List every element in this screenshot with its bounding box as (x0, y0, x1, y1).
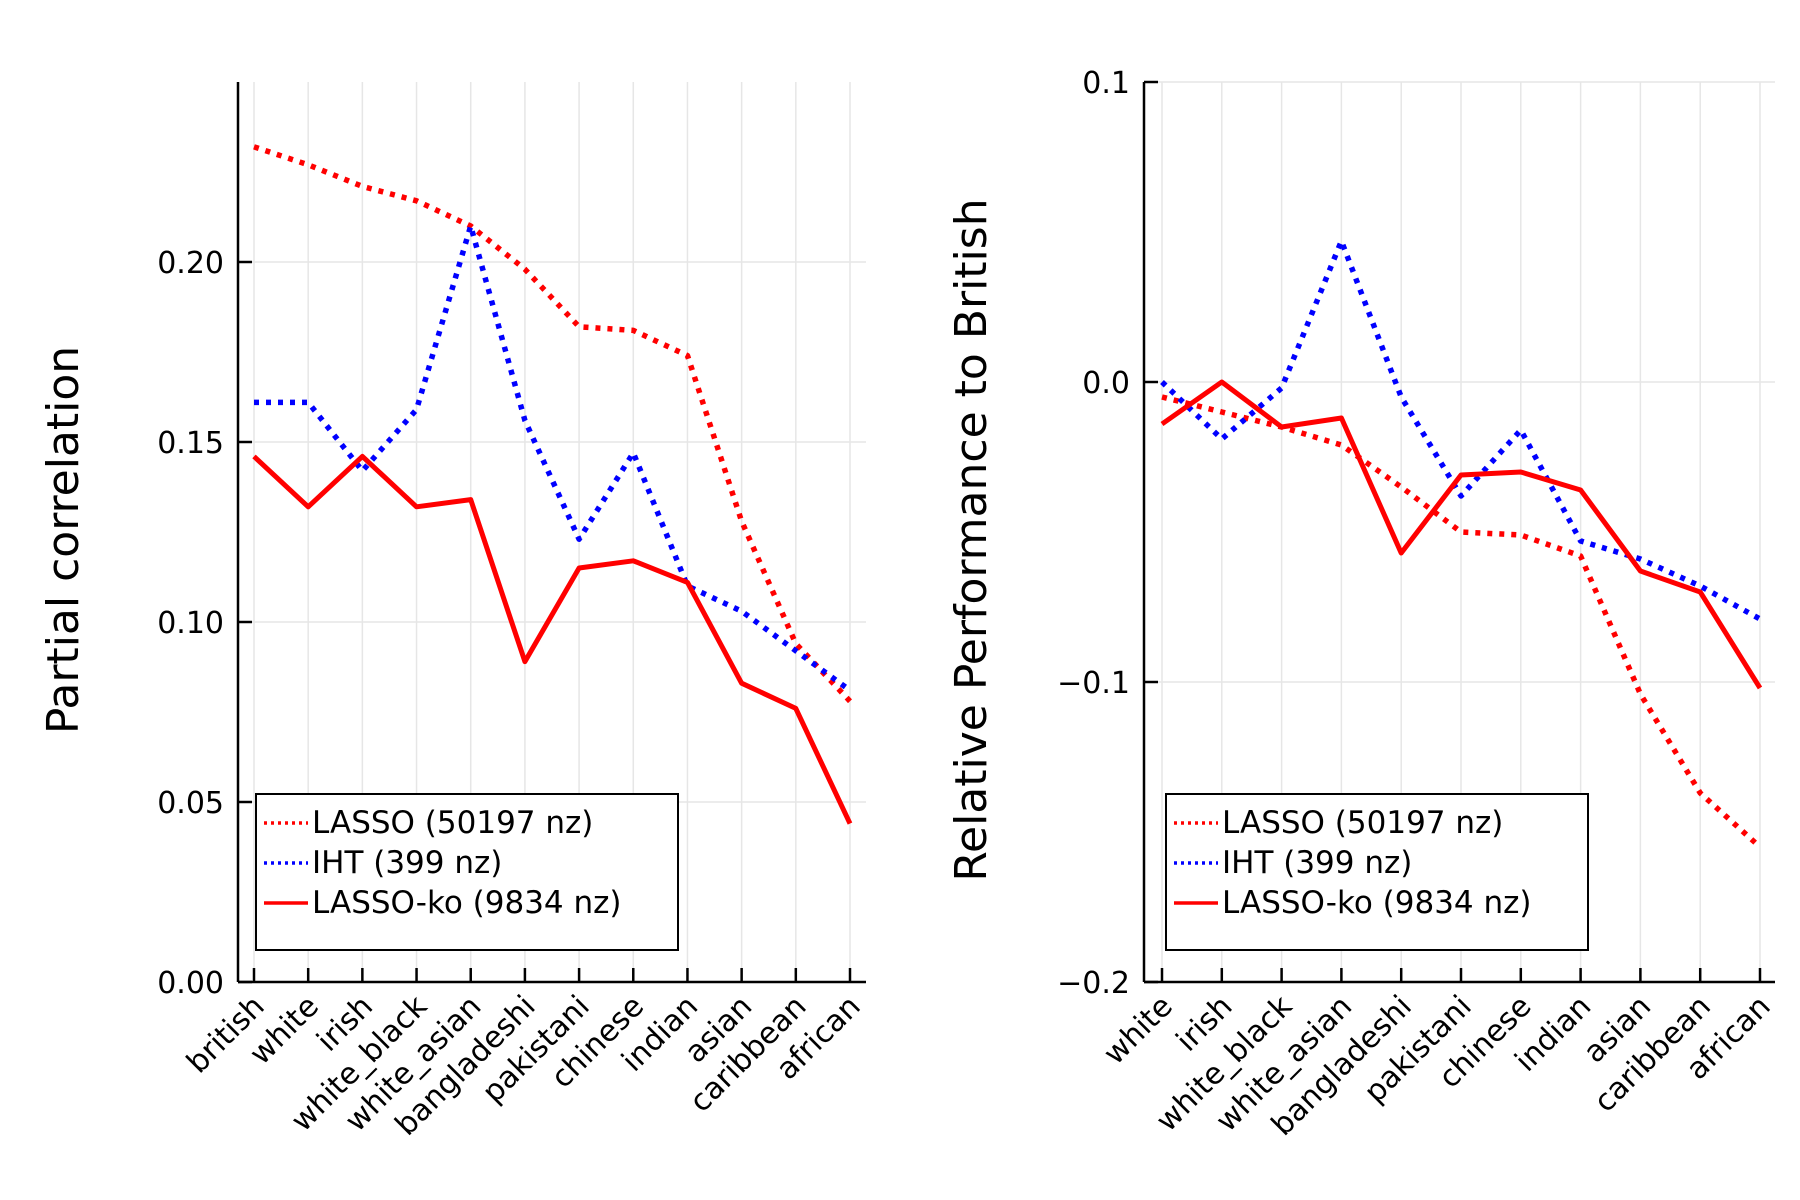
series-line-lasso-ko-9834-nz (252, 453, 853, 825)
data-point-2-white-asian (469, 498, 473, 502)
data-point-1-irish (1220, 437, 1224, 441)
data-point-0-asian (740, 519, 744, 523)
data-point-1-british (252, 400, 256, 404)
data-point-1-caribbean (1698, 584, 1702, 588)
data-point-0-bangladeshi (523, 267, 527, 271)
data-point-1-chinese (1519, 428, 1523, 432)
y-tick-label-1: −0.1 (1057, 666, 1130, 701)
data-point-0-african (1758, 845, 1762, 849)
data-point-1-african (1758, 617, 1762, 621)
legend-label-iht-399-nz: IHT (399 nz) (1222, 845, 1412, 881)
data-point-2-pakistani (1459, 473, 1463, 477)
data-point-0-white (306, 163, 310, 167)
data-point-0-asian (1638, 692, 1642, 696)
data-point-0-pakistani (577, 325, 581, 329)
data-point-1-bangladeshi (523, 418, 527, 422)
legend-label-lasso-ko-9834-nz: LASSO-ko (9834 nz) (312, 885, 622, 921)
data-point-2-bangladeshi (523, 660, 527, 664)
y-tick-label-3: 0.15 (157, 426, 224, 461)
y-tick-label-4: 0.20 (157, 246, 224, 281)
y-tick-label-3: 0.1 (1082, 66, 1130, 101)
data-point-2-indian (685, 580, 689, 584)
data-point-0-irish (360, 184, 364, 188)
data-point-0-white-asian (1339, 443, 1343, 447)
data-point-2-white-asian (1339, 416, 1343, 420)
data-point-0-british (252, 145, 256, 149)
data-point-2-british (252, 454, 256, 458)
data-point-1-caribbean (794, 649, 798, 653)
y-axis-label: Relative Performance to British (946, 198, 997, 881)
data-point-1-chinese (631, 451, 635, 455)
data-point-2-pakistani (577, 566, 581, 570)
data-point-0-chinese (1519, 533, 1523, 537)
legend-label-lasso-50197-nz: LASSO (50197 nz) (312, 805, 593, 841)
y-tick-label-1: 0.05 (157, 786, 224, 821)
data-point-0-pakistani (1459, 530, 1463, 534)
data-point-2-white (1160, 422, 1164, 426)
data-point-1-pakistani (577, 537, 581, 541)
series-line-lasso-50197-nz (253, 144, 853, 704)
data-point-0-caribbean (1698, 791, 1702, 795)
series-line-lasso-ko-9834-nz (1160, 379, 1763, 690)
data-point-0-bangladeshi (1399, 485, 1403, 489)
data-point-0-indian (685, 354, 689, 358)
data-point-0-african (848, 699, 852, 703)
data-point-0-white-black (415, 199, 419, 203)
y-tick-label-0: 0.00 (157, 966, 224, 1001)
data-point-0-white (1160, 395, 1164, 399)
data-point-0-indian (1579, 554, 1583, 558)
data-point-2-chinese (631, 559, 635, 563)
data-point-2-caribbean (1698, 590, 1702, 594)
data-point-2-african (848, 822, 852, 826)
data-point-0-chinese (631, 328, 635, 332)
data-point-0-caribbean (794, 642, 798, 646)
data-point-0-irish (1220, 410, 1224, 414)
data-point-2-white (306, 505, 310, 509)
data-point-2-white-black (415, 505, 419, 509)
data-point-1-indian (1579, 539, 1583, 543)
data-point-2-chinese (1519, 470, 1523, 474)
data-point-2-caribbean (794, 706, 798, 710)
legend-label-lasso-50197-nz: LASSO (50197 nz) (1222, 805, 1503, 841)
data-point-1-white-asian (469, 224, 473, 228)
y-tick-label-2: 0.0 (1082, 366, 1130, 401)
data-point-1-white (306, 400, 310, 404)
data-point-2-white-black (1280, 425, 1284, 429)
data-point-1-african (848, 688, 852, 692)
data-point-1-irish (360, 469, 364, 473)
data-point-2-asian (740, 681, 744, 685)
legend: LASSO (50197 nz) IHT (399 nz) LASSO-ko (98… (255, 793, 679, 951)
data-point-2-irish (360, 454, 364, 458)
y-axis-label: Partial correlation (38, 346, 89, 734)
legend-label-iht-399-nz: IHT (399 nz) (312, 845, 502, 881)
grid (238, 82, 866, 983)
data-point-1-bangladeshi (1399, 395, 1403, 399)
y-tick-label-2: 0.10 (157, 606, 224, 641)
data-point-1-white-black (1280, 386, 1284, 390)
data-point-1-asian (1638, 557, 1642, 561)
legend-box (255, 793, 679, 951)
legend-box (1165, 793, 1589, 951)
data-point-1-asian (740, 609, 744, 613)
legend: LASSO (50197 nz) IHT (399 nz) LASSO-ko (98… (1165, 793, 1589, 951)
left-chart-partial-correlation: 0.000.050.100.150.20britishwhiteirishwhi… (38, 82, 868, 1143)
data-point-1-white-black (415, 408, 419, 412)
data-point-1-pakistani (1459, 494, 1463, 498)
data-point-2-bangladeshi (1399, 551, 1403, 555)
data-point-2-african (1758, 686, 1762, 690)
series-line-iht-399-nz (1160, 238, 1762, 622)
legend-label-lasso-ko-9834-nz: LASSO-ko (9834 nz) (1222, 885, 1532, 921)
data-point-2-asian (1638, 569, 1642, 573)
data-point-2-irish (1220, 380, 1224, 384)
data-point-1-white (1160, 380, 1164, 384)
y-tick-label-0: −0.2 (1057, 966, 1130, 1001)
data-point-1-white-asian (1339, 239, 1343, 243)
data-point-2-indian (1579, 488, 1583, 492)
